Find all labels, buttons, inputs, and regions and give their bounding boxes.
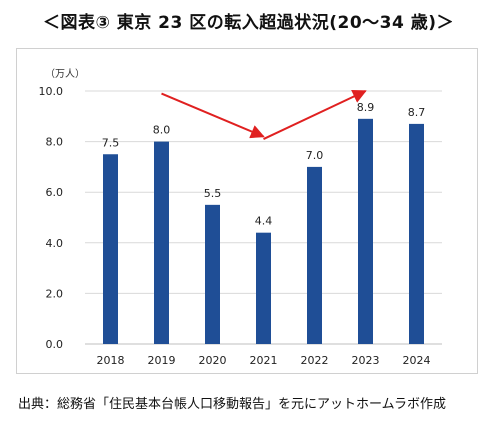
x-tick-label: 2018 [97,354,125,367]
y-tick-label: 10.0 [39,85,64,98]
x-tick-label: 2024 [403,354,431,367]
bar-2020 [205,204,220,344]
x-tick-label: 2020 [199,354,227,367]
trend-arrow-2 [263,90,367,140]
y-tick-label: 8.0 [46,136,64,149]
y-axis-unit-label: （万人） [45,68,85,80]
bar-2022 [307,166,322,344]
bar-2023 [358,118,373,344]
x-tick-label: 2021 [250,354,278,367]
data-label-2019: 8.0 [153,124,171,137]
bar-2021 [256,232,271,344]
bar-2019 [154,141,169,344]
data-label-2021: 4.4 [255,215,273,228]
data-label-2022: 7.0 [306,149,324,162]
y-tick-label: 4.0 [46,237,64,250]
source-note: 出典：総務省「住民基本台帳人口移動報告」を元にアットホームラボ作成 [18,397,446,412]
data-label-2024: 8.7 [408,106,426,119]
bar-chart: （万人） 0.0 2.0 4.0 6.0 8.0 10.0 7.5 8.0 5.5 4.4 7.0… [39,68,442,367]
y-tick-label: 2.0 [46,287,64,300]
y-tick-label: 0.0 [46,338,64,351]
x-tick-label: 2019 [148,354,176,367]
trend-arrow-1 [161,92,265,139]
data-label-2020: 5.5 [204,187,222,200]
chart-frame: （万人） 0.0 2.0 4.0 6.0 8.0 10.0 7.5 8.0 5.5 4.4 7.0… [16,48,478,374]
x-tick-label: 2023 [352,354,380,367]
data-label-2018: 7.5 [102,136,120,149]
bar-2018 [103,154,118,344]
x-tick-label: 2022 [301,354,329,367]
chart-title: ＜図表③ 東京 23 区の転入超過状況(20～34 歳)＞ [42,13,455,33]
y-tick-label: 6.0 [46,186,64,199]
bar-2024 [409,123,424,344]
data-label-2023: 8.9 [357,101,375,114]
